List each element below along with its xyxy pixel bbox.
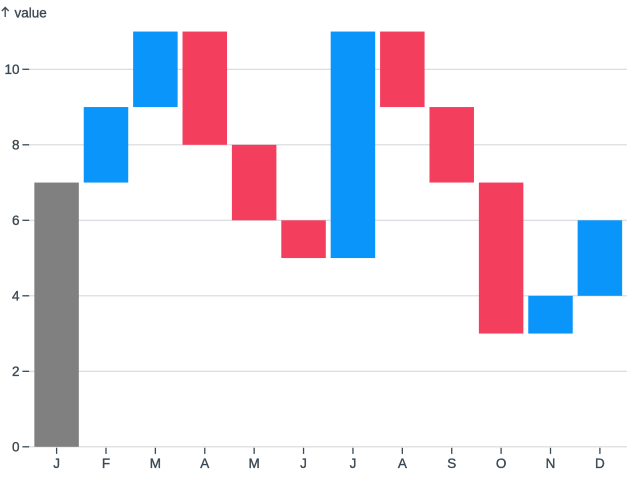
svg-text:O: O: [496, 456, 507, 471]
svg-text:M: M: [150, 456, 161, 471]
svg-text:J: J: [300, 456, 307, 471]
svg-text:4: 4: [12, 288, 20, 303]
svg-text:J: J: [53, 456, 60, 471]
svg-text:A: A: [398, 456, 407, 471]
svg-text:A: A: [200, 456, 209, 471]
svg-text:S: S: [447, 456, 456, 471]
svg-text:8: 8: [12, 137, 20, 152]
svg-text:M: M: [249, 456, 260, 471]
svg-text:10: 10: [4, 62, 19, 77]
svg-text:N: N: [546, 456, 556, 471]
svg-text:D: D: [595, 456, 605, 471]
svg-text:2: 2: [12, 364, 20, 379]
svg-text:0: 0: [12, 439, 20, 454]
svg-text:J: J: [350, 456, 357, 471]
svg-text:6: 6: [12, 213, 20, 228]
svg-text:F: F: [102, 456, 110, 471]
svg-text:value: value: [15, 5, 47, 20]
